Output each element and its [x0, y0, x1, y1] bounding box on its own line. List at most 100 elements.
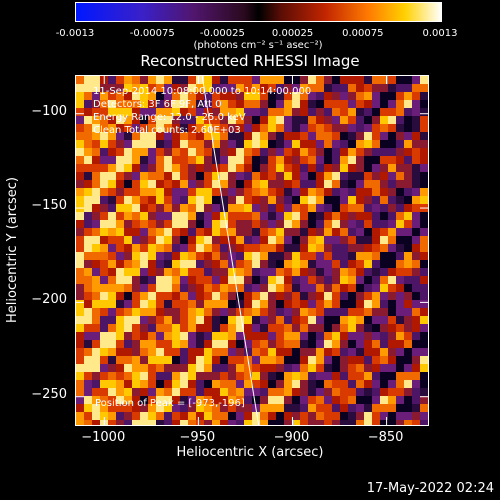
heatmap-cell	[220, 380, 228, 388]
heatmap-cell	[172, 420, 180, 425]
heatmap-cell	[164, 124, 172, 132]
heatmap-cell	[148, 388, 156, 396]
heatmap-cell	[172, 324, 180, 332]
heatmap-cell	[340, 124, 348, 132]
heatmap-cell	[420, 260, 428, 268]
heatmap-cell	[236, 172, 244, 180]
heatmap-cell	[108, 396, 116, 404]
heatmap-cell	[140, 124, 148, 132]
heatmap-cell	[124, 340, 132, 348]
heatmap-cell	[420, 316, 428, 324]
heatmap-cell	[276, 132, 284, 140]
heatmap-cell	[388, 316, 396, 324]
heatmap-cell	[324, 116, 332, 124]
heatmap-cell	[316, 76, 324, 84]
heatmap-cell	[92, 116, 100, 124]
heatmap-cell	[276, 244, 284, 252]
heatmap-cell	[212, 252, 220, 260]
heatmap-cell	[108, 100, 116, 108]
heatmap-cell	[180, 380, 188, 388]
heatmap-cell	[116, 356, 124, 364]
heatmap-cell	[412, 228, 420, 236]
heatmap-cell	[244, 364, 252, 372]
heatmap-cell	[108, 84, 116, 92]
heatmap-cell	[116, 372, 124, 380]
heatmap-cell	[380, 396, 388, 404]
heatmap-cell	[396, 236, 404, 244]
heatmap-cell	[340, 316, 348, 324]
heatmap-cell	[356, 164, 364, 172]
heatmap-cell	[140, 116, 148, 124]
heatmap-cell	[348, 116, 356, 124]
heatmap-cell	[404, 236, 412, 244]
heatmap-cell	[292, 148, 300, 156]
heatmap-cell	[228, 324, 236, 332]
heatmap-cell	[388, 332, 396, 340]
heatmap-cell	[308, 268, 316, 276]
heatmap-cell	[196, 212, 204, 220]
heatmap-cell	[100, 316, 108, 324]
heatmap-cell	[348, 388, 356, 396]
heatmap-cell	[180, 268, 188, 276]
heatmap-cell	[196, 340, 204, 348]
heatmap-cell	[180, 308, 188, 316]
heatmap-cell	[100, 332, 108, 340]
heatmap-cell	[244, 140, 252, 148]
heatmap-cell	[388, 412, 396, 420]
heatmap-cell	[412, 404, 420, 412]
heatmap-cell	[404, 108, 412, 116]
heatmap-cell	[300, 340, 308, 348]
heatmap-cell	[116, 332, 124, 340]
heatmap-cell	[244, 196, 252, 204]
heatmap-cell	[188, 268, 196, 276]
heatmap-cell	[228, 300, 236, 308]
heatmap-cell	[332, 220, 340, 228]
heatmap-cell	[92, 188, 100, 196]
heatmap-cell	[308, 236, 316, 244]
heatmap-cell	[316, 228, 324, 236]
heatmap-cell	[156, 188, 164, 196]
heatmap-cell	[212, 412, 220, 420]
heatmap-cell	[268, 324, 276, 332]
heatmap-cell	[420, 140, 428, 148]
heatmap-cell	[268, 188, 276, 196]
heatmap-cell	[340, 236, 348, 244]
heatmap-cell	[324, 388, 332, 396]
heatmap-cell	[404, 276, 412, 284]
heatmap-cell	[348, 220, 356, 228]
heatmap-cell	[268, 292, 276, 300]
heatmap-cell	[284, 260, 292, 268]
heatmap-cell	[180, 212, 188, 220]
heatmap-cell	[396, 268, 404, 276]
heatmap-cell	[276, 164, 284, 172]
heatmap-cell	[108, 132, 116, 140]
heatmap-cell	[332, 420, 340, 425]
heatmap-cell	[388, 220, 396, 228]
heatmap-cell	[148, 340, 156, 348]
heatmap-cell	[164, 188, 172, 196]
heatmap-cell	[116, 132, 124, 140]
heatmap-cell	[132, 268, 140, 276]
heatmap-cell	[220, 196, 228, 204]
heatmap-cell	[252, 76, 260, 84]
heatmap-cell	[324, 340, 332, 348]
heatmap-cell	[324, 156, 332, 164]
heatmap-cell	[244, 108, 252, 116]
heatmap-cell	[292, 300, 300, 308]
heatmap-cell	[420, 244, 428, 252]
heatmap-cell	[324, 132, 332, 140]
heatmap-cell	[412, 196, 420, 204]
heatmap-cell	[284, 140, 292, 148]
heatmap-cell	[356, 212, 364, 220]
heatmap-cell	[100, 220, 108, 228]
heatmap-cell	[84, 364, 92, 372]
heatmap-cell	[108, 356, 116, 364]
heatmap-cell	[124, 220, 132, 228]
heatmap-cell	[412, 100, 420, 108]
heatmap-cell	[84, 228, 92, 236]
heatmap-cell	[188, 404, 196, 412]
heatmap-cell	[124, 420, 132, 425]
heatmap-cell	[180, 76, 188, 84]
heatmap-cell	[204, 236, 212, 244]
heatmap-cell	[284, 348, 292, 356]
